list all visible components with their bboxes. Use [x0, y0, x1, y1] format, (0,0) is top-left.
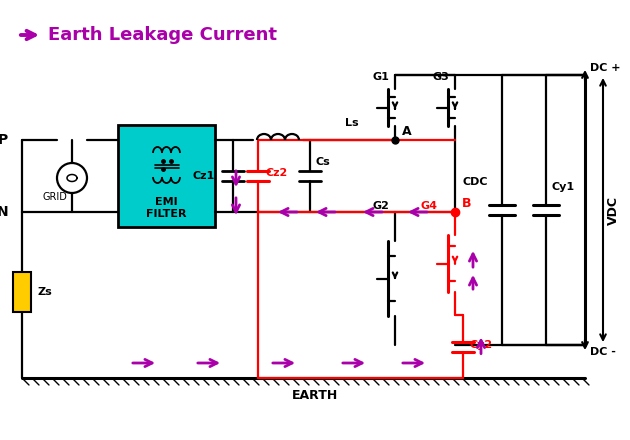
Text: G4: G4: [420, 201, 437, 211]
Text: Cy2: Cy2: [470, 340, 493, 349]
Text: A: A: [402, 125, 411, 138]
Text: Cy1: Cy1: [552, 182, 575, 192]
Text: Earth Leakage Current: Earth Leakage Current: [48, 26, 277, 44]
Text: GRID: GRID: [43, 192, 67, 202]
Text: DC +: DC +: [590, 63, 621, 73]
Text: EMI
FILTER: EMI FILTER: [146, 198, 186, 219]
Text: P: P: [0, 133, 8, 147]
Text: Ls: Ls: [345, 118, 359, 128]
Text: G2: G2: [372, 201, 389, 211]
Text: CDC: CDC: [462, 177, 488, 187]
Text: Zs: Zs: [38, 287, 53, 297]
Text: Cz2: Cz2: [265, 168, 287, 178]
Text: EARTH: EARTH: [292, 389, 338, 401]
Text: G3: G3: [433, 72, 449, 82]
Text: N: N: [0, 205, 8, 219]
Text: B: B: [462, 197, 471, 210]
Text: VDC: VDC: [607, 195, 620, 224]
Text: Cz1: Cz1: [193, 171, 215, 181]
Text: Cs: Cs: [316, 157, 331, 167]
Bar: [118, 125, 215, 227]
Text: DC -: DC -: [590, 347, 616, 357]
Bar: [13, 272, 31, 312]
Text: G1: G1: [372, 72, 389, 82]
